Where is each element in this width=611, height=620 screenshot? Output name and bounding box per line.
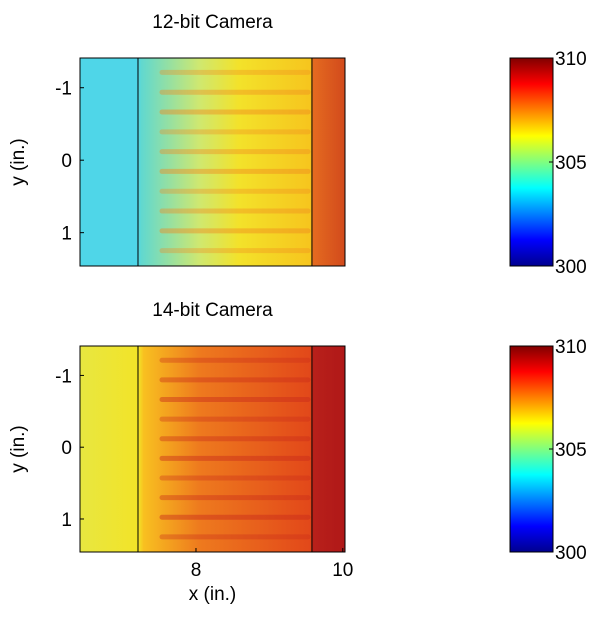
colorbar	[509, 345, 554, 553]
heatmap-image	[80, 346, 345, 552]
heatmap-streak	[159, 69, 311, 75]
colorbar-tick-label: 310	[555, 49, 587, 70]
heatmap-streak	[159, 534, 311, 540]
heatmap-streak	[159, 397, 311, 403]
heatmap-streak	[159, 495, 311, 501]
axes-frame	[79, 57, 346, 267]
axis-title: 12-bit Camera	[152, 12, 273, 33]
axes-frame	[79, 345, 346, 553]
heatmap-streak	[159, 89, 311, 95]
heatmap-streak	[159, 109, 311, 115]
heatmap-streak	[159, 436, 311, 442]
heatmap-streak	[159, 188, 311, 194]
y-tick-label: 1	[61, 224, 72, 245]
colorbar-tick-label: 305	[555, 153, 587, 174]
heatmap-image	[80, 58, 345, 266]
heatmap-streak	[159, 357, 311, 363]
heatmap-streak	[159, 377, 311, 383]
colorbar-tick-label: 305	[555, 440, 587, 461]
y-tick-label: -1	[55, 366, 72, 387]
colorbar	[509, 57, 554, 267]
colorbar-tick-label: 310	[555, 337, 587, 358]
y-axis-label: y (in.)	[8, 425, 29, 473]
heatmap-streak	[159, 514, 311, 520]
heatmap-streak	[159, 149, 311, 155]
axis-title: 14-bit Camera	[152, 300, 273, 321]
colorbar-tick-label: 300	[555, 257, 587, 278]
x-tick-label: 8	[191, 560, 202, 581]
heatmap-streak	[159, 475, 311, 481]
y-tick-label: -1	[55, 79, 72, 100]
heatmap-streak	[159, 208, 311, 214]
heatmap-streak	[159, 455, 311, 461]
heatmap-streak	[159, 416, 311, 422]
y-tick-label: 0	[61, 151, 72, 172]
heatmap-streak	[159, 168, 311, 174]
heatmap-streak	[159, 248, 311, 254]
heatmap-streak	[159, 228, 311, 234]
heatmap-streak	[159, 129, 311, 135]
y-tick-label: 0	[61, 438, 72, 459]
x-axis-label: x (in.)	[189, 584, 237, 605]
y-tick-label: 1	[61, 510, 72, 531]
colorbar-tick-label: 300	[555, 543, 587, 564]
y-axis-label: y (in.)	[8, 138, 29, 186]
x-tick-label: 10	[332, 560, 353, 581]
